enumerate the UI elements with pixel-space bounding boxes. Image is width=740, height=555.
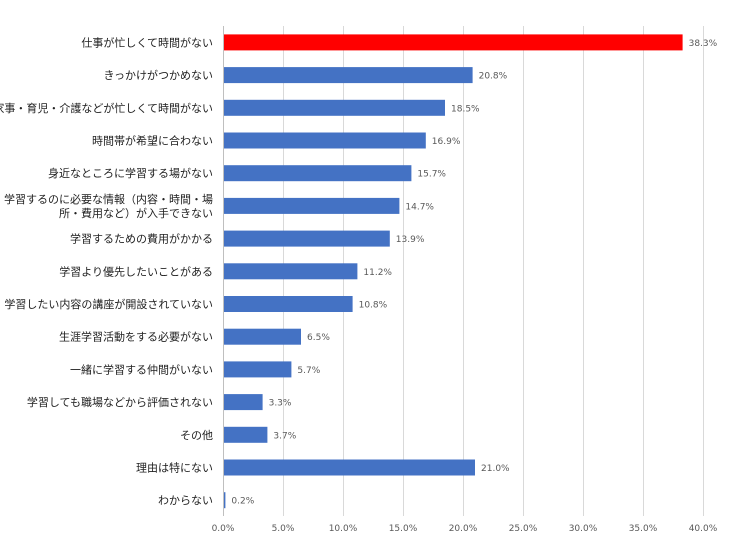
- category-label: 時間帯が希望に合わない: [92, 134, 213, 148]
- value-label: 14.7%: [405, 202, 434, 212]
- category-label: 学習より優先したいことがある: [59, 264, 213, 278]
- category-label: その他: [180, 429, 213, 442]
- value-label: 0.2%: [231, 497, 254, 507]
- x-tick-label: 25.0%: [509, 524, 538, 534]
- x-tick-label: 10.0%: [329, 524, 358, 534]
- category-label: 学習しても職場などから評価されない: [27, 395, 213, 409]
- value-label: 3.7%: [273, 431, 296, 441]
- value-label: 18.5%: [451, 104, 480, 114]
- category-label: わからない: [158, 494, 213, 507]
- x-tick-label: 20.0%: [449, 524, 478, 534]
- x-tick-label: 30.0%: [569, 524, 598, 534]
- value-label: 5.7%: [297, 366, 320, 376]
- bar: [223, 361, 292, 378]
- x-tick-label: 5.0%: [272, 524, 295, 534]
- value-label: 16.9%: [432, 137, 461, 147]
- bar: [223, 34, 683, 51]
- category-label: きっかけがつかめない: [103, 68, 213, 82]
- category-label: 生涯学習活動をする必要がない: [59, 330, 213, 344]
- category-label: 仕事が忙しくて時間がない: [81, 35, 213, 49]
- bar: [223, 328, 301, 345]
- bar: [223, 459, 475, 476]
- value-label: 11.2%: [363, 268, 392, 278]
- value-label: 6.5%: [307, 333, 330, 343]
- bar: [223, 197, 400, 214]
- bar: [223, 67, 473, 84]
- category-label: 一緒に学習する仲間がいない: [70, 362, 213, 376]
- value-label: 3.3%: [269, 399, 292, 409]
- bar: [223, 132, 426, 149]
- category-label: 身近なところに学習する場がない: [48, 166, 213, 180]
- category-label: 理由は特にない: [136, 461, 213, 475]
- value-label: 10.8%: [359, 301, 388, 311]
- x-tick-label: 35.0%: [629, 524, 658, 534]
- x-tick-label: 0.0%: [212, 524, 235, 534]
- value-label: 13.9%: [396, 235, 425, 245]
- value-label: 38.3%: [689, 39, 718, 49]
- category-label: 学習するための費用がかかる: [70, 232, 213, 246]
- bar: [223, 165, 412, 182]
- category-label: 学習するのに必要な情報（内容・時間・場所・費用など）が入手できない: [4, 192, 213, 220]
- bar: [223, 230, 390, 247]
- bar: [223, 394, 263, 411]
- bar: [223, 426, 268, 443]
- value-label: 20.8%: [479, 72, 508, 82]
- x-tick-label: 15.0%: [389, 524, 418, 534]
- value-label: 21.0%: [481, 464, 510, 474]
- x-tick-label: 40.0%: [689, 524, 718, 534]
- category-label: 学習したい内容の講座が開設されていない: [4, 297, 213, 311]
- bar: [223, 99, 445, 116]
- value-label: 15.7%: [417, 170, 446, 180]
- bar: [223, 296, 353, 312]
- bar: [223, 263, 358, 280]
- category-label: 家事・育児・介護などが忙しくて時間がない: [0, 101, 213, 115]
- bar: [223, 492, 226, 509]
